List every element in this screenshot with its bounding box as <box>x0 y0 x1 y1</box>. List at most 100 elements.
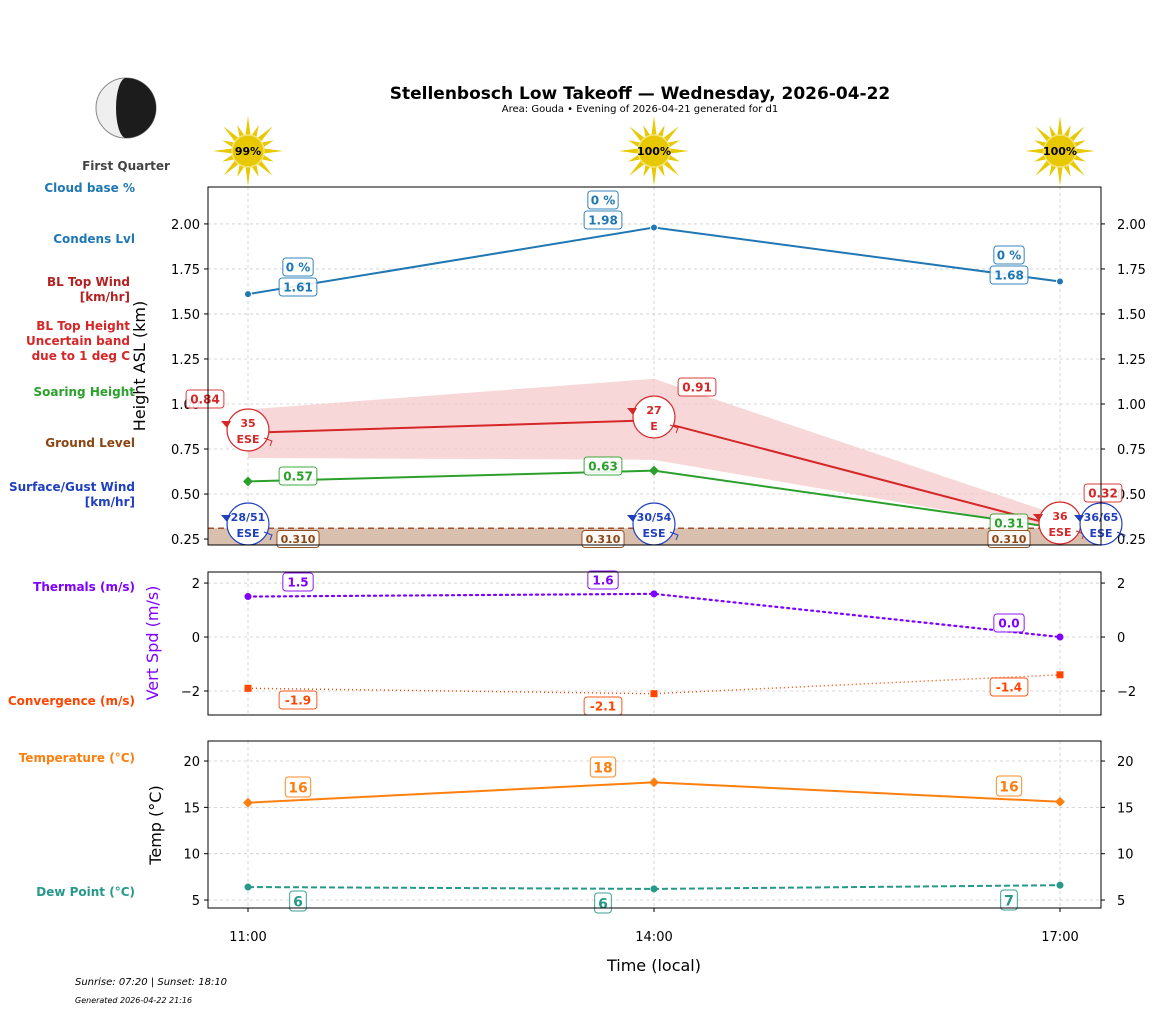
soaring-label: 0.31 <box>994 517 1024 531</box>
sun-ray <box>669 148 689 154</box>
soaring-point <box>243 476 253 487</box>
y-tick-label-right: 1.25 <box>1117 353 1146 368</box>
y-tick-label-right: 0.75 <box>1117 443 1146 458</box>
bl-top-label-box <box>1083 483 1123 503</box>
sun-ray <box>1069 126 1085 142</box>
sun-ray <box>1025 148 1045 154</box>
ground-label: 0.310 <box>586 533 621 546</box>
label-bl-wind: BL Top Wind <box>47 275 130 289</box>
label-bl-top: BL Top Height <box>36 319 130 333</box>
surface-wind-barb-icon <box>1116 531 1126 541</box>
y-tick-label-left: 0.75 <box>171 443 200 458</box>
label-bl-top-band: Uncertain band <box>26 334 130 348</box>
x-tick-label: 17:00 <box>1041 930 1078 945</box>
sun-ray <box>245 166 251 186</box>
y-tick-label-right: 2.00 <box>1117 218 1146 233</box>
y-tick-label-left: 20 <box>183 755 200 770</box>
surface-wind-arrow-icon <box>221 515 231 522</box>
convergence-line <box>247 674 1061 695</box>
sun-disc <box>637 134 671 168</box>
thermals-label-box <box>587 570 619 590</box>
sun-ray <box>251 164 259 177</box>
y-tick-label-right: 5 <box>1117 894 1125 909</box>
condens-label: 1.98 <box>588 214 618 228</box>
sun-ray <box>651 166 657 186</box>
dewpoint-label: 6 <box>598 896 608 912</box>
bl-top-label: 0.84 <box>190 393 220 407</box>
y-axis-label-height: Height ASL (km) <box>130 301 149 431</box>
y-tick-label-left: 0.25 <box>171 533 200 548</box>
bl-wind-direction: ESE <box>237 433 260 446</box>
sun-ray <box>657 125 665 138</box>
y-tick-label-right: −2 <box>1117 685 1136 700</box>
y-tick-label-left: −2 <box>181 685 200 700</box>
sun-ray <box>1073 154 1086 162</box>
sun-ray <box>1035 126 1051 142</box>
plot-frame <box>207 740 1102 909</box>
sun-ray <box>651 116 657 136</box>
dewpoint-label-box <box>1000 889 1018 911</box>
x-tick-label: 11:00 <box>229 930 266 945</box>
y-tick-label-left: 5 <box>192 894 200 909</box>
bl-wind-circle <box>632 395 676 439</box>
surface-wind-direction: ESE <box>237 527 260 540</box>
bl-top-label-box <box>185 389 225 409</box>
label-thermals: Thermals (m/s) <box>33 580 135 594</box>
sun-ray <box>1069 160 1085 176</box>
temperature-label: 18 <box>593 760 612 776</box>
bl-wind-speed: 27 <box>646 404 661 417</box>
thermals-line <box>246 592 1062 639</box>
y-axis-label-vert: Vert Spd (m/s) <box>143 586 162 701</box>
sun-ray <box>663 126 679 142</box>
sun-ray <box>629 126 645 142</box>
ground-label-box <box>276 530 320 548</box>
temperature-point <box>649 777 659 788</box>
y-tick-label-right: 1.00 <box>1117 398 1146 413</box>
convergence-label: -1.9 <box>285 694 311 708</box>
sun-ray <box>257 160 273 176</box>
sun-ray <box>1057 116 1063 136</box>
plot-frame <box>207 571 1102 716</box>
temperature-point <box>1055 796 1065 807</box>
condens-point <box>650 223 658 232</box>
label-dewpoint: Dew Point (°C) <box>36 885 135 899</box>
x-axis-label: Time (local) <box>606 956 701 975</box>
y-tick-label-right: 1.50 <box>1117 308 1146 323</box>
sun-ray <box>263 148 283 154</box>
cloud-pct-label-box <box>587 190 619 210</box>
generated-time: Generated 2026-04-22 21:16 <box>75 996 192 1005</box>
bl-wind-direction: ESE <box>1049 526 1072 539</box>
sun-ray <box>667 140 680 148</box>
x-tick-label: 14:00 <box>635 930 672 945</box>
dewpoint-label: 6 <box>293 894 303 910</box>
temperature-label-box <box>589 756 617 778</box>
convergence-label: -2.1 <box>590 700 616 714</box>
sun-ray <box>1057 166 1063 186</box>
sun-ray <box>629 160 645 176</box>
sun-ray <box>1063 164 1071 177</box>
sun-ray <box>657 164 665 177</box>
y-tick-label-right: 1.75 <box>1117 263 1146 278</box>
bl-wind-arrow-icon <box>221 421 231 428</box>
sun-ray <box>245 116 251 136</box>
soaring-point <box>649 465 659 476</box>
condens-label: 1.68 <box>994 269 1024 283</box>
sunshine-percent: 100% <box>1043 145 1077 158</box>
sun-ray <box>663 160 679 176</box>
sun-ray <box>222 154 235 162</box>
sun-ray <box>237 164 245 177</box>
cloud-pct-label-box <box>993 245 1025 265</box>
temperature-label-box <box>284 776 312 798</box>
y-tick-label-right: 0 <box>1117 631 1125 646</box>
convergence-label-box <box>989 677 1029 697</box>
dewpoint-point <box>650 885 658 893</box>
sun-ray <box>257 126 273 142</box>
sun-ray <box>237 125 245 138</box>
bl-wind-barb-icon <box>669 424 679 434</box>
surface-wind-direction: ESE <box>643 527 666 540</box>
cloud-pct-label-box <box>282 257 314 277</box>
bl-top-label-box <box>677 377 717 397</box>
plot-frame <box>207 186 1102 546</box>
thermals-label-box <box>282 572 314 592</box>
